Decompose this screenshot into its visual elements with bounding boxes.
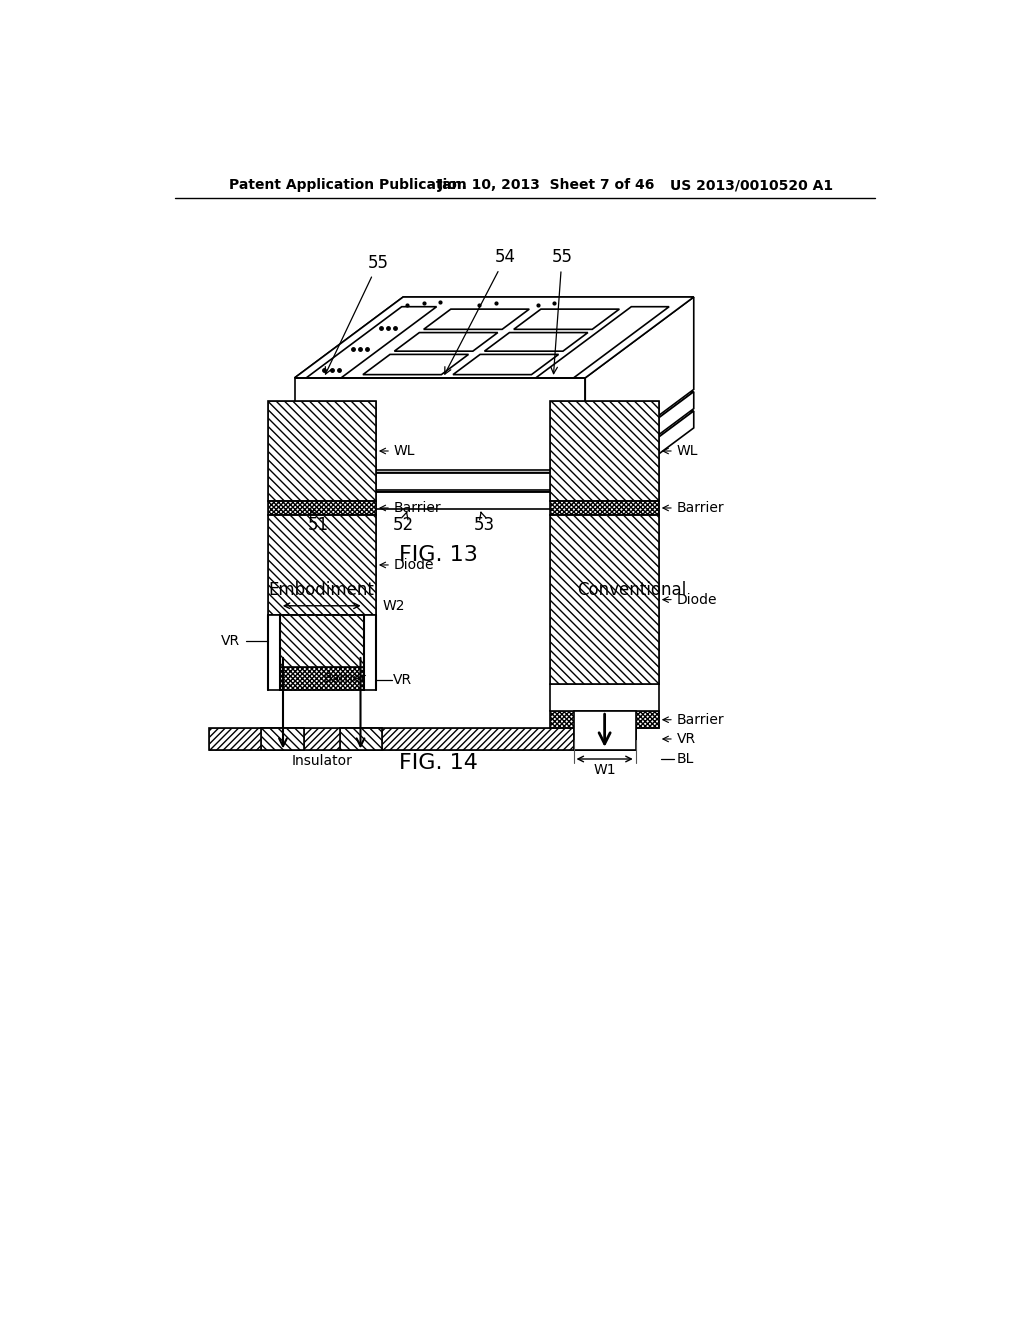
Bar xyxy=(261,729,304,750)
Text: 53: 53 xyxy=(474,512,495,533)
Text: Diode: Diode xyxy=(663,593,717,607)
Bar xyxy=(261,729,304,750)
Bar xyxy=(550,515,658,684)
Bar xyxy=(267,502,376,515)
Text: Embodiment: Embodiment xyxy=(269,581,375,598)
Polygon shape xyxy=(295,492,586,508)
Polygon shape xyxy=(424,309,529,330)
Text: WL: WL xyxy=(380,444,416,458)
Bar xyxy=(267,401,376,502)
Text: W1: W1 xyxy=(593,763,616,776)
Bar xyxy=(280,615,364,667)
Polygon shape xyxy=(586,392,693,490)
Bar xyxy=(550,711,658,729)
Text: Patent Application Publication: Patent Application Publication xyxy=(228,178,467,193)
Polygon shape xyxy=(306,306,436,378)
Text: Conventional: Conventional xyxy=(578,581,686,598)
Polygon shape xyxy=(295,473,586,490)
Bar xyxy=(280,667,364,689)
Bar xyxy=(267,502,376,515)
Text: US 2013/0010520 A1: US 2013/0010520 A1 xyxy=(671,178,834,193)
Text: Barrier: Barrier xyxy=(324,672,366,685)
Bar xyxy=(364,615,376,689)
Polygon shape xyxy=(514,309,620,330)
Polygon shape xyxy=(295,378,586,470)
Text: Insulator: Insulator xyxy=(291,754,352,768)
Polygon shape xyxy=(295,392,693,473)
Bar xyxy=(550,401,658,502)
Polygon shape xyxy=(586,411,693,508)
Text: 51: 51 xyxy=(307,510,329,533)
Text: FIG. 13: FIG. 13 xyxy=(398,545,477,565)
Polygon shape xyxy=(586,297,693,470)
Text: 55: 55 xyxy=(326,253,389,374)
Bar xyxy=(267,515,376,615)
Text: VR: VR xyxy=(663,733,696,746)
Polygon shape xyxy=(484,333,588,351)
Text: Barrier: Barrier xyxy=(380,502,441,515)
Polygon shape xyxy=(536,306,669,378)
Bar xyxy=(280,615,364,667)
Bar xyxy=(209,729,621,750)
Text: Diode: Diode xyxy=(380,558,434,572)
Bar xyxy=(267,401,376,502)
Bar xyxy=(550,502,658,515)
Bar xyxy=(209,729,621,750)
Text: Barrier: Barrier xyxy=(663,502,724,515)
Bar xyxy=(267,515,376,615)
Bar xyxy=(550,711,658,729)
Text: 55: 55 xyxy=(551,248,572,374)
Bar xyxy=(267,615,280,689)
Polygon shape xyxy=(295,297,693,378)
Polygon shape xyxy=(453,354,558,375)
Bar xyxy=(573,729,636,750)
Bar xyxy=(550,502,658,515)
Text: W2: W2 xyxy=(382,599,404,612)
Bar xyxy=(340,729,382,750)
Text: BL: BL xyxy=(677,752,694,766)
Text: WL: WL xyxy=(663,444,698,458)
Text: FIG. 14: FIG. 14 xyxy=(398,752,477,772)
Text: Jan. 10, 2013  Sheet 7 of 46: Jan. 10, 2013 Sheet 7 of 46 xyxy=(438,178,655,193)
Polygon shape xyxy=(394,333,498,351)
Bar xyxy=(280,667,364,689)
Text: VR: VR xyxy=(221,634,240,648)
Text: 54: 54 xyxy=(444,248,516,374)
Text: VR: VR xyxy=(393,673,413,688)
Text: Barrier: Barrier xyxy=(663,713,724,727)
Bar xyxy=(573,711,636,750)
Text: 52: 52 xyxy=(392,512,414,533)
Polygon shape xyxy=(362,354,469,375)
Bar xyxy=(550,515,658,684)
Bar xyxy=(573,729,636,750)
Polygon shape xyxy=(295,411,693,492)
Polygon shape xyxy=(295,297,693,378)
Bar xyxy=(550,401,658,502)
Bar xyxy=(340,729,382,750)
